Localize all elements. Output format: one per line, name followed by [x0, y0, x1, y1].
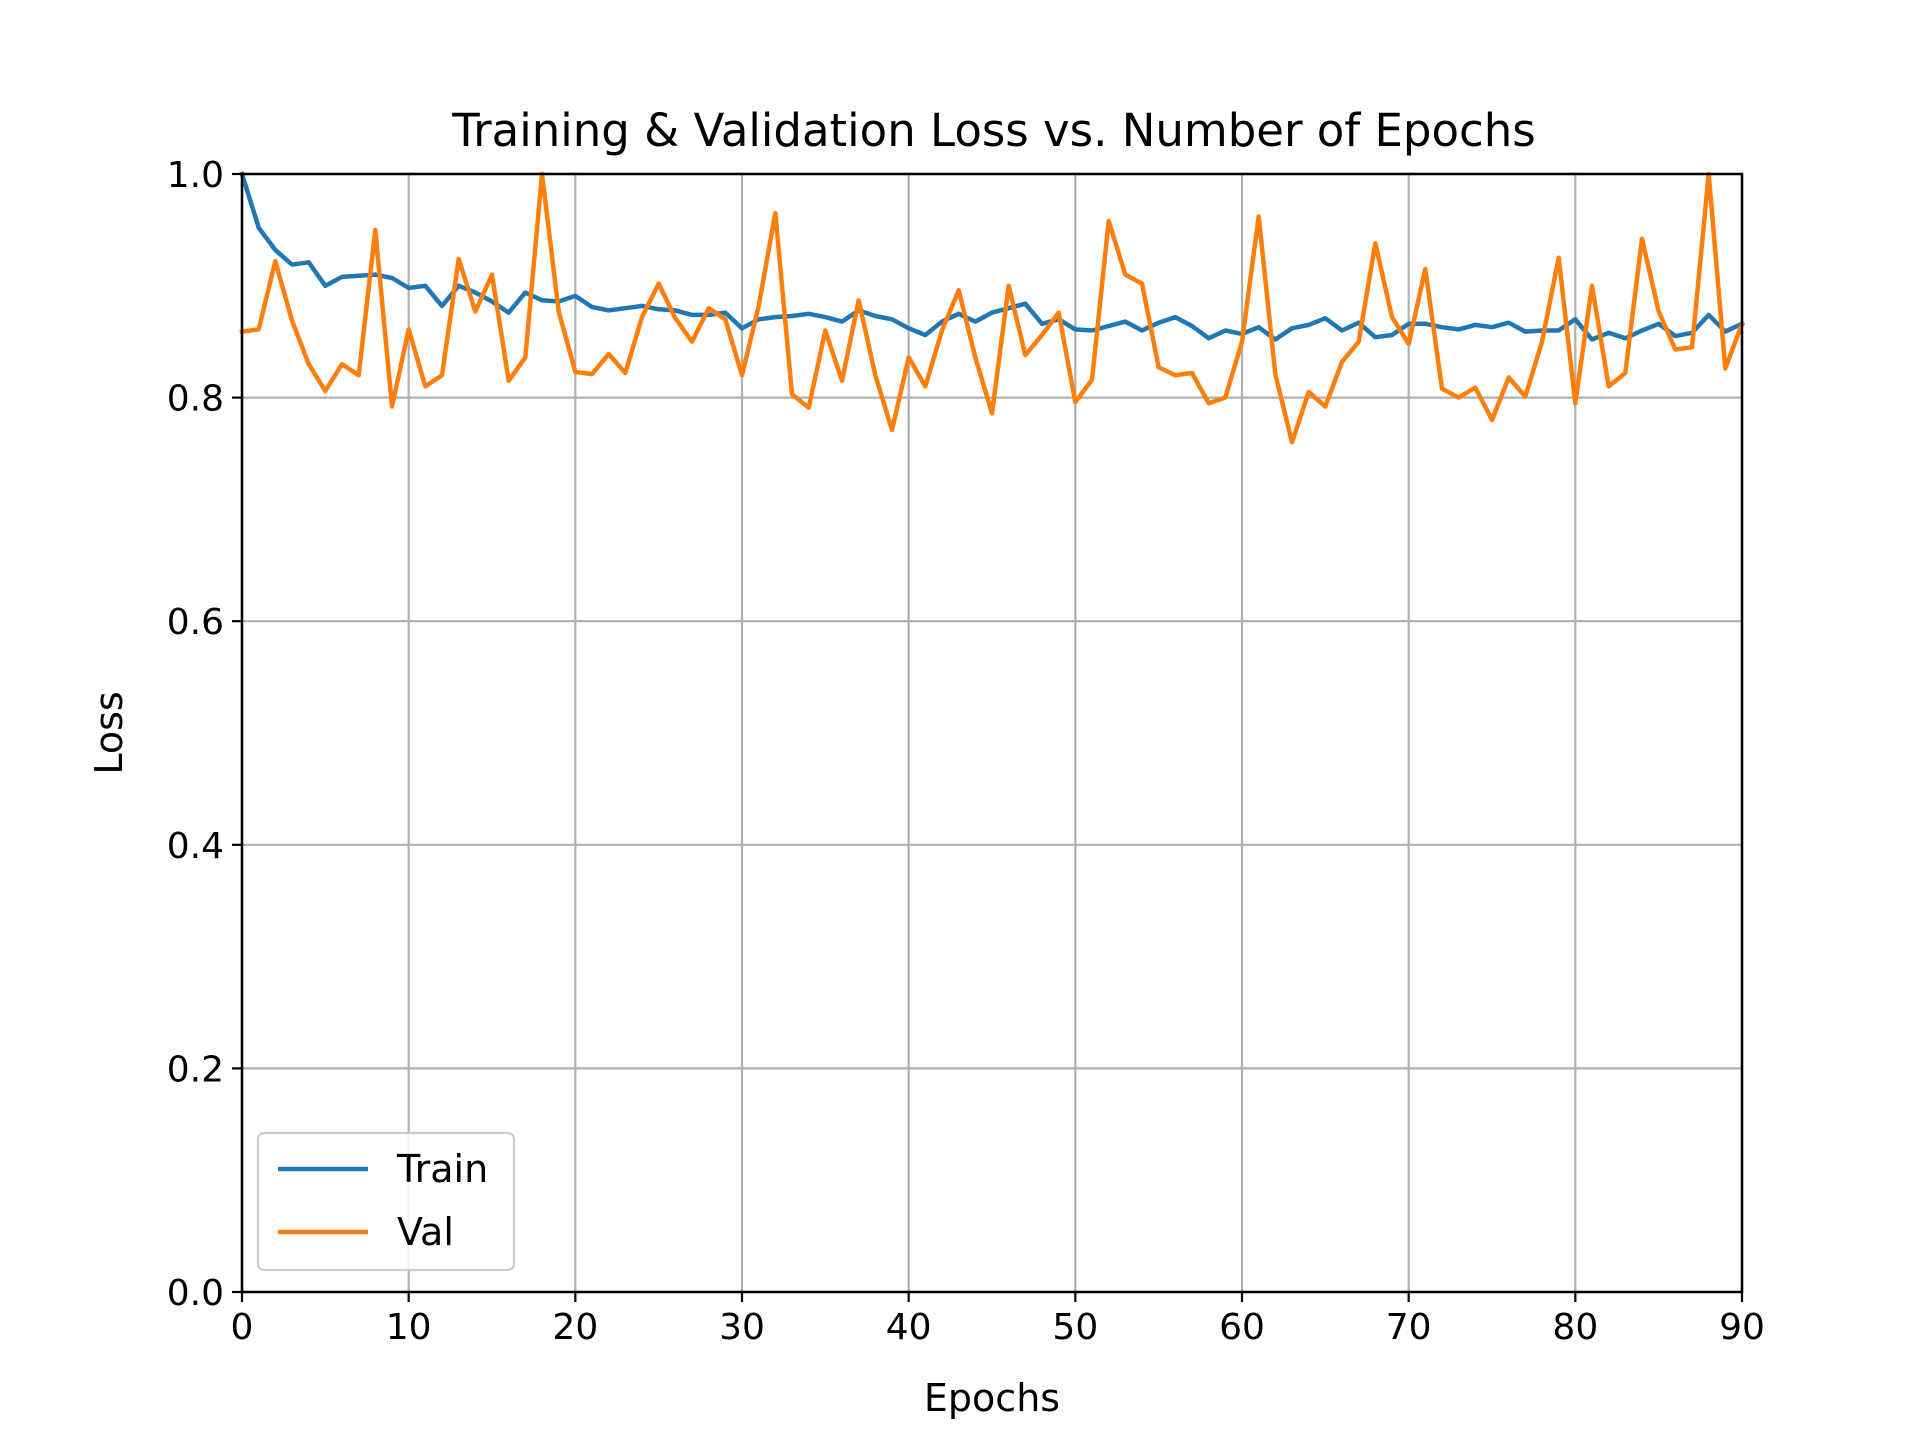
x-tick-label: 30 [719, 1307, 765, 1348]
legend-label-val: Val [397, 1210, 454, 1254]
y-tick-label: 0.6 [167, 602, 224, 643]
x-tick-label: 60 [1219, 1307, 1265, 1348]
x-tick-label: 70 [1386, 1307, 1432, 1348]
legend: Train Val [256, 1131, 516, 1272]
series-lines [239, 171, 1745, 445]
y-tick-label: 0.4 [167, 826, 224, 867]
plot-frame [240, 172, 1744, 1294]
legend-label-train: Train [396, 1147, 488, 1191]
x-tick-label: 50 [1052, 1307, 1098, 1348]
x-axis-label: Epochs [924, 1376, 1060, 1420]
y-tick-label: 0.0 [167, 1273, 224, 1314]
x-tick-label: 0 [231, 1307, 254, 1348]
chart-title: Training & Validation Loss vs. Number of… [451, 104, 1535, 157]
y-tick-label: 0.2 [167, 1049, 224, 1090]
axis-ticks: 0 10 20 30 40 50 60 70 80 90 0.0 0.2 0.4 0.6 0.8 1.0 [167, 155, 1765, 1348]
y-axis-label: Loss [87, 691, 131, 774]
series-line-train [239, 171, 1745, 342]
series-line-val [239, 171, 1745, 445]
y-tick-label: 0.8 [167, 379, 224, 420]
x-tick-label: 80 [1552, 1307, 1598, 1348]
y-tick-label: 1.0 [167, 155, 224, 196]
x-tick-label: 10 [386, 1307, 432, 1348]
x-tick-label: 20 [552, 1307, 598, 1348]
x-tick-label: 40 [886, 1307, 932, 1348]
x-tick-label: 90 [1719, 1307, 1765, 1348]
